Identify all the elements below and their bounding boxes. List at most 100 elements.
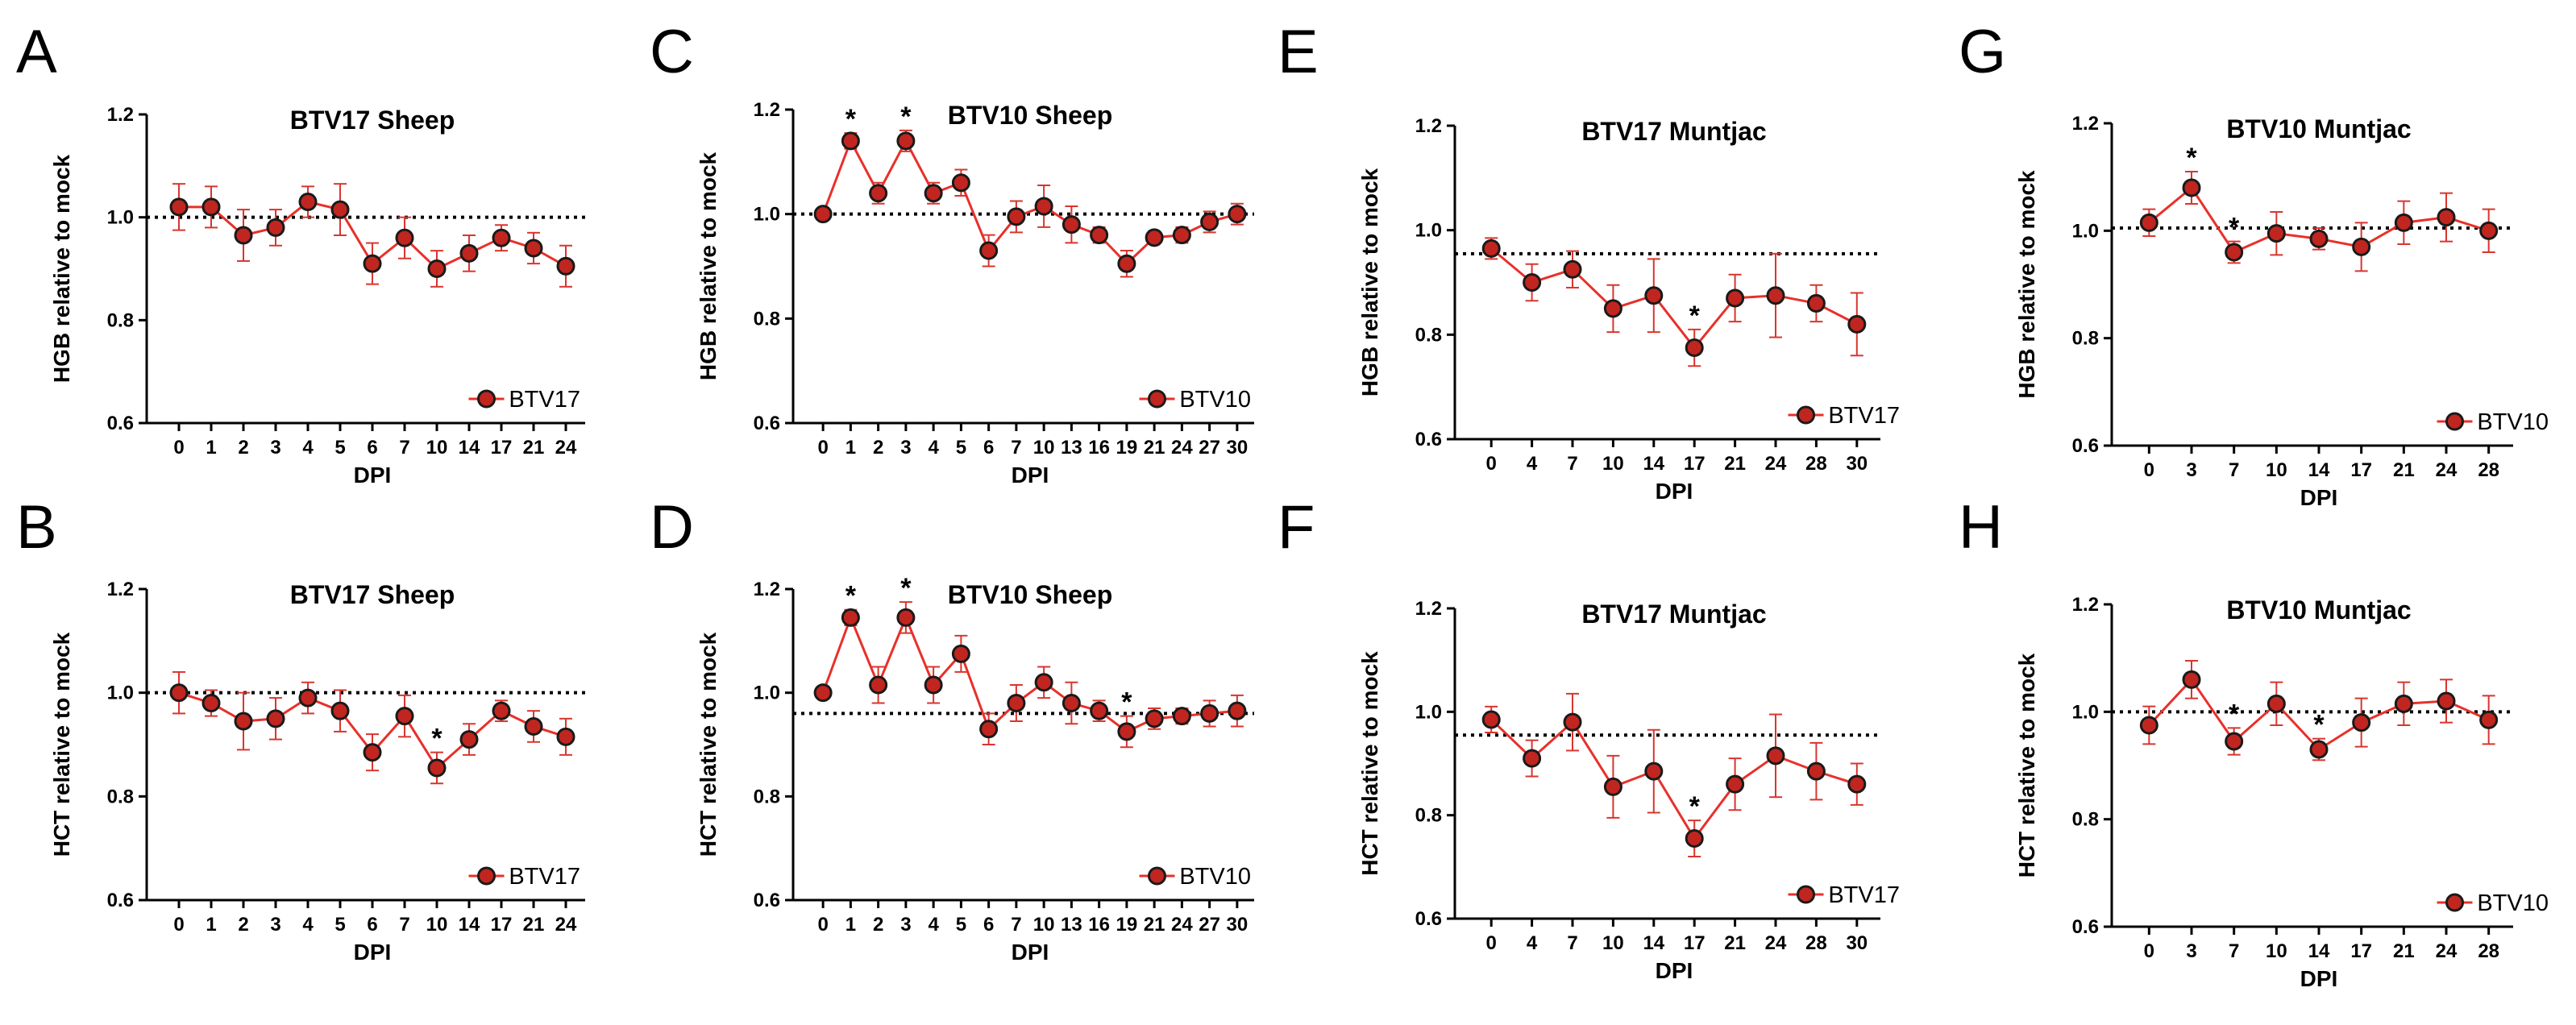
y-tick-label: 0.8	[754, 308, 780, 330]
y-axis-label: HCT relative to mock	[696, 632, 721, 857]
data-point	[1145, 709, 1164, 728]
panel-letter: C	[650, 18, 694, 86]
significance-marker: *	[2229, 213, 2240, 243]
x-tick-label: 17	[491, 437, 513, 459]
panel-letter: G	[1959, 18, 2006, 86]
significance-marker: *	[900, 573, 912, 604]
y-axis-label: HGB relative to mock	[2014, 170, 2039, 399]
data-point	[1007, 694, 1026, 713]
data-point	[330, 200, 350, 219]
y-axis-label: HGB relative to mock	[1357, 168, 1382, 396]
chart-title: BTV17 Sheep	[290, 106, 455, 135]
x-tick-label: 5	[334, 914, 345, 936]
chart-title: BTV10 Muntjac	[2226, 114, 2411, 143]
data-point	[298, 193, 318, 212]
significance-marker: *	[1689, 301, 1701, 331]
x-tick-label: 24	[1171, 437, 1193, 459]
y-tick-label: 1.0	[2072, 701, 2099, 723]
legend-symbol	[2437, 893, 2473, 912]
data-point	[869, 184, 888, 203]
data-point	[459, 730, 479, 749]
x-tick-label: 21	[2393, 459, 2415, 481]
y-tick-label: 1.2	[2072, 113, 2099, 135]
x-tick-label: 13	[1061, 914, 1082, 936]
y-tick-label: 1.2	[1415, 115, 1442, 137]
x-tick-label: 2	[238, 437, 248, 459]
x-axis-label: DPI	[1012, 940, 1049, 965]
x-tick-label: 17	[2350, 459, 2372, 481]
x-tick-label: 4	[928, 437, 939, 459]
x-tick-label: 10	[1602, 932, 1624, 954]
x-tick-label: 3	[270, 437, 280, 459]
x-tick-label: 7	[1567, 932, 1577, 954]
y-tick-label: 1.2	[754, 99, 780, 121]
x-tick-label: 0	[2144, 940, 2154, 962]
y-axis-label: HCT relative to mock	[49, 632, 74, 857]
x-tick-label: 17	[2350, 940, 2372, 962]
data-point	[813, 683, 833, 703]
x-tick-label: 16	[1088, 437, 1110, 459]
chart-panel-g: G BTV10 Muntjac 0.6 0.8 1.0 1.2 0 3 7 10 14 17 21 24 2…	[1959, 18, 2549, 510]
data-point	[869, 675, 888, 695]
y-tick-label: 0.6	[754, 413, 780, 434]
y-tick-label: 0.6	[2072, 435, 2099, 457]
x-tick-label: 1	[206, 437, 216, 459]
significance-marker: *	[900, 102, 912, 132]
x-tick-label: 1	[206, 914, 216, 936]
data-point	[951, 173, 970, 193]
significance-marker: *	[846, 104, 857, 135]
x-tick-label: 17	[491, 914, 513, 936]
series-line	[1490, 718, 1858, 841]
data-point	[2352, 237, 2371, 256]
x-tick-label: 21	[2393, 940, 2415, 962]
significance-marker: *	[431, 724, 442, 754]
y-tick-label: 1.2	[107, 579, 134, 600]
y-axis-label: HCT relative to mock	[1357, 651, 1382, 876]
data-point	[202, 197, 221, 217]
x-tick-label: 13	[1061, 437, 1082, 459]
data-point	[1603, 299, 1622, 318]
chart-panel-f: F BTV17 Muntjac 0.6 0.8 1.0 1.2 0 4 7 10 14 17 21 24 2…	[1278, 493, 1900, 983]
x-tick-label: 10	[2266, 459, 2287, 481]
significance-marker: *	[1121, 687, 1132, 718]
y-tick-label: 0.8	[1415, 324, 1442, 346]
data-point	[2182, 178, 2201, 197]
x-tick-label: 14	[2308, 940, 2330, 962]
data-point	[298, 688, 318, 708]
y-tick-label: 0.6	[1415, 908, 1442, 930]
data-point	[2352, 713, 2371, 732]
x-tick-label: 10	[1602, 453, 1624, 475]
data-point	[1644, 286, 1664, 305]
significance-marker: *	[2186, 143, 2197, 173]
y-tick-label: 1.0	[107, 683, 134, 704]
y-tick-label: 0.6	[1415, 429, 1442, 450]
data-point	[363, 743, 382, 762]
x-tick-label: 21	[1724, 453, 1746, 475]
x-tick-label: 17	[1684, 453, 1706, 475]
x-tick-label: 10	[1033, 914, 1055, 936]
y-tick-label: 1.2	[107, 104, 134, 126]
data-point	[1228, 205, 1247, 224]
chart-panel-a: A BTV17 Sheep 0.6 0.8 1.0 1.2 0 1 2 3 4 5 6 7 10 14 17 21…	[16, 18, 585, 488]
data-point	[1481, 239, 1501, 258]
x-tick-label: 1	[846, 914, 856, 936]
legend-label: BTV17	[1828, 403, 1900, 429]
x-tick-label: 0	[817, 437, 828, 459]
panel-letter: F	[1278, 493, 1315, 562]
chart-title: BTV10 Sheep	[948, 101, 1113, 130]
x-tick-label: 3	[2186, 459, 2196, 481]
panel-letter: E	[1278, 18, 1319, 86]
x-tick-label: 4	[1527, 453, 1538, 475]
data-point	[2309, 740, 2329, 759]
data-point	[1603, 777, 1622, 796]
data-point	[1766, 746, 1785, 766]
data-point	[2394, 694, 2413, 713]
significance-marker: *	[846, 581, 857, 612]
significance-marker: *	[1689, 791, 1701, 822]
x-tick-label: 0	[2144, 459, 2154, 481]
data-point	[1007, 207, 1026, 226]
chart-panel-b: B BTV17 Sheep 0.6 0.8 1.0 1.2 0 1 2 3 4 5 6 7 10 14 17 21…	[16, 493, 585, 965]
x-tick-label: 0	[173, 914, 184, 936]
x-tick-label: 0	[173, 437, 184, 459]
x-tick-label: 3	[900, 914, 911, 936]
